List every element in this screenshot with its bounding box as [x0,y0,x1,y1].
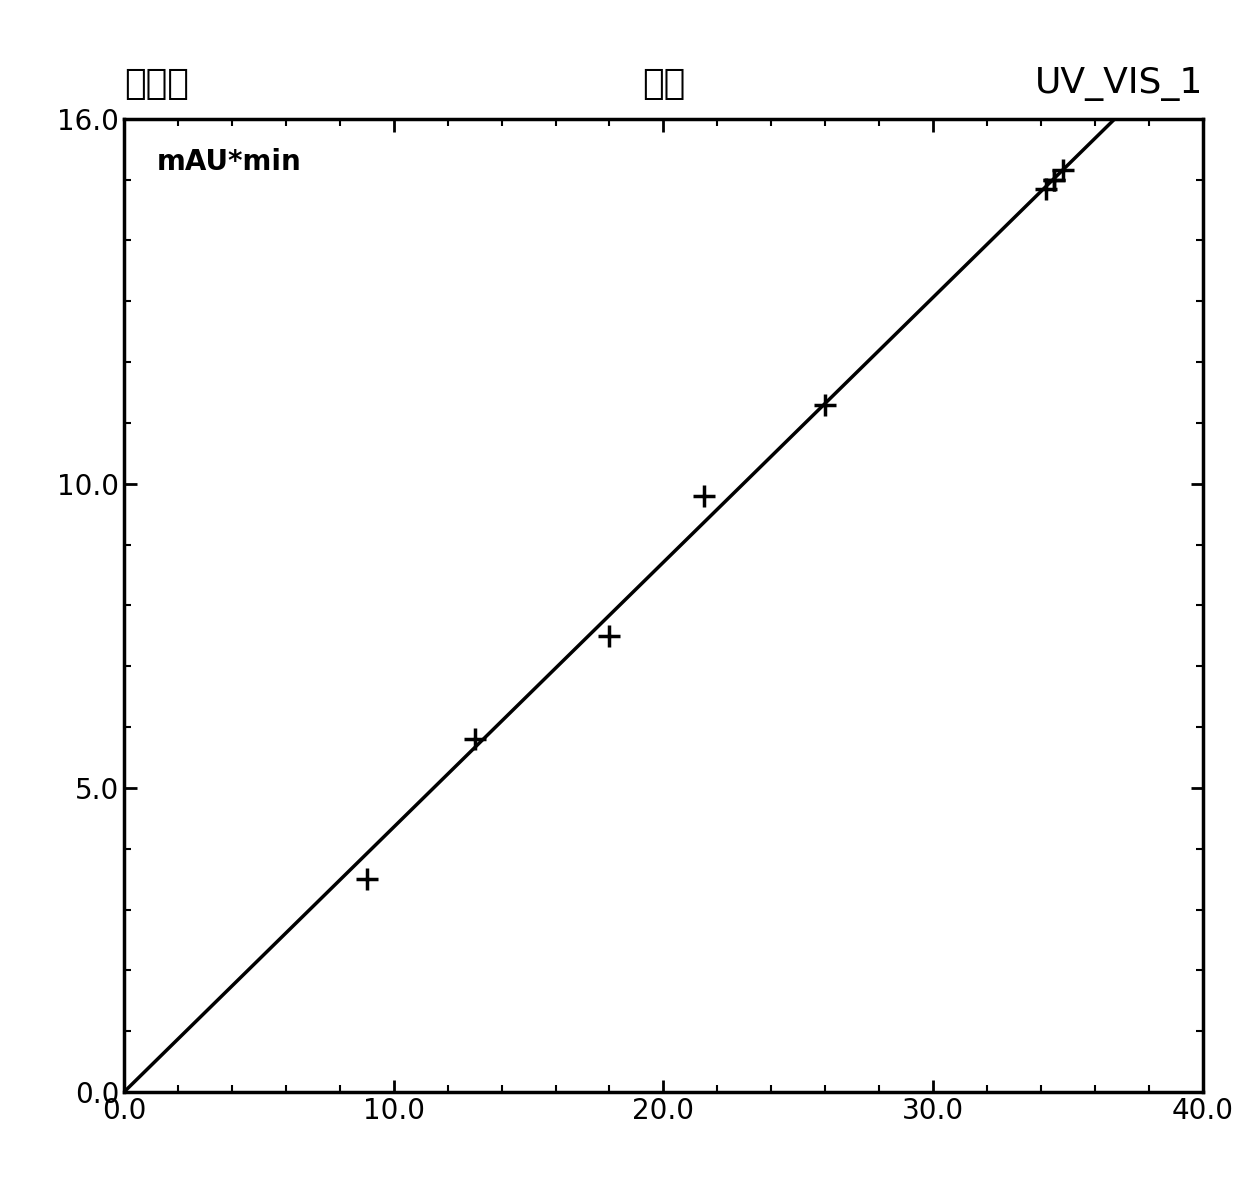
Text: UV_VIS_1: UV_VIS_1 [1034,66,1203,101]
Text: 咖啡酸: 咖啡酸 [124,66,188,101]
Text: mAU*min: mAU*min [156,148,301,176]
Text: 外标: 外标 [642,66,684,101]
